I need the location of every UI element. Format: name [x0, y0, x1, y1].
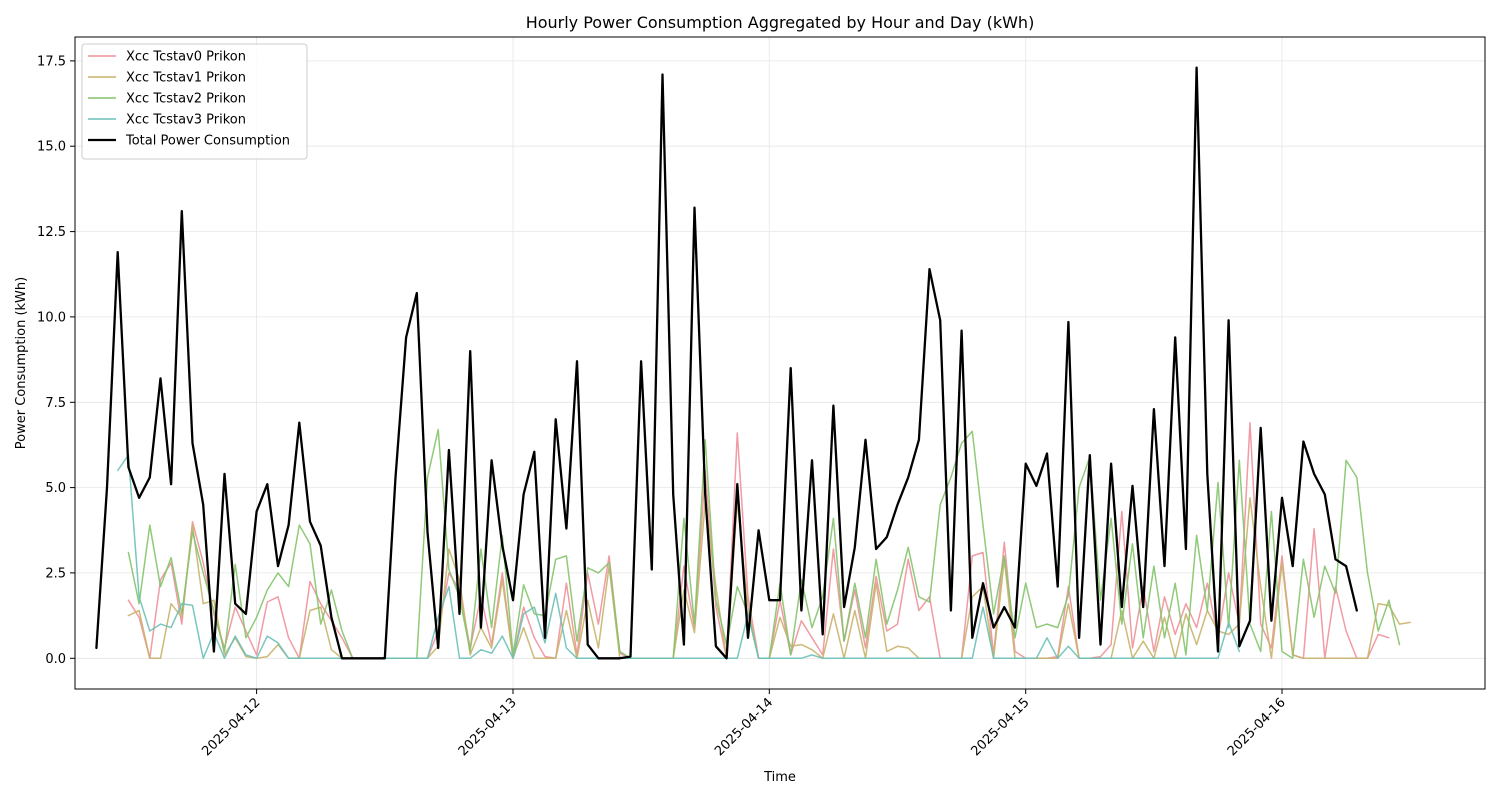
- y-tick-label: 12.5: [37, 225, 66, 240]
- series-line-3: [116, 454, 1241, 660]
- legend-label: Xcc Tcstav2 Prikon: [126, 92, 246, 107]
- legend-label: Xcc Tcstav1 Prikon: [126, 71, 246, 86]
- legend: Xcc Tcstav0 Prikon Xcc Tcstav1 Prikon Xcc …: [81, 43, 308, 160]
- y-tick-label: 0.0: [45, 652, 66, 667]
- y-axis-title: Power Consumption (kWh): [14, 277, 29, 449]
- series-line-4: [95, 66, 1358, 660]
- legend-label: Xcc Tcstav3 Prikon: [126, 113, 246, 128]
- plot-frame: [74, 36, 1486, 690]
- y-tick-label: 10.0: [37, 310, 66, 325]
- y-axis: 0.0 2.5 5.0 7.5 10.0 12.5 15.0 17.5: [37, 54, 75, 667]
- y-tick-label: 17.5: [37, 54, 66, 69]
- y-tick-label: 5.0: [45, 481, 66, 496]
- legend-box: [81, 43, 308, 160]
- series-layer: [95, 66, 1411, 660]
- legend-label: Xcc Tcstav0 Prikon: [126, 50, 246, 65]
- x-axis-title: Time: [763, 770, 796, 785]
- y-tick-label: 15.0: [37, 140, 66, 155]
- chart-title: Hourly Power Consumption Aggregated by H…: [526, 13, 1035, 32]
- y-tick-label: 7.5: [45, 396, 66, 411]
- y-tick-label: 2.5: [45, 566, 66, 581]
- legend-label: Total Power Consumption: [125, 134, 290, 149]
